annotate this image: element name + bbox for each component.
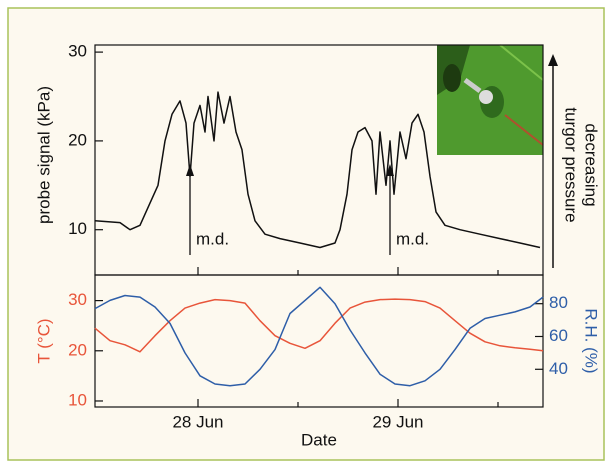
y-tick-label: 30: [68, 290, 87, 309]
data-line: [94, 298, 544, 353]
annotation-arrowhead: [386, 164, 394, 176]
x-tick-label: 28 Jun: [172, 412, 223, 431]
x-axis-label: Date: [301, 430, 337, 449]
y2-axis-label: R.H. (%): [582, 308, 601, 373]
data-line: [94, 286, 544, 387]
y2-tick-label: 60: [549, 326, 568, 345]
side-label: turgor pressure: [562, 107, 581, 222]
annotation-arrowhead: [186, 164, 194, 176]
photo-inset: [437, 44, 544, 155]
y2-tick-label: 80: [549, 293, 568, 312]
y-axis-label: T (°C): [34, 318, 53, 363]
bottom-panel-frame: [94, 274, 544, 408]
y-tick-label: 10: [68, 219, 87, 238]
side-arrowhead: [548, 54, 558, 66]
y2-tick-label: 40: [549, 359, 568, 378]
y-tick-label: 30: [68, 42, 87, 61]
data-line: [94, 91, 541, 249]
y-tick-label: 10: [68, 390, 87, 409]
x-tick-label: 29 Jun: [372, 412, 423, 431]
annotation: m.d.: [196, 229, 229, 248]
y-tick-label: 20: [68, 130, 87, 149]
y-axis-label: probe signal (kPa): [34, 86, 53, 224]
annotation: m.d.: [396, 229, 429, 248]
y-tick-label: 20: [68, 340, 87, 359]
side-label: decreasing: [582, 123, 601, 206]
